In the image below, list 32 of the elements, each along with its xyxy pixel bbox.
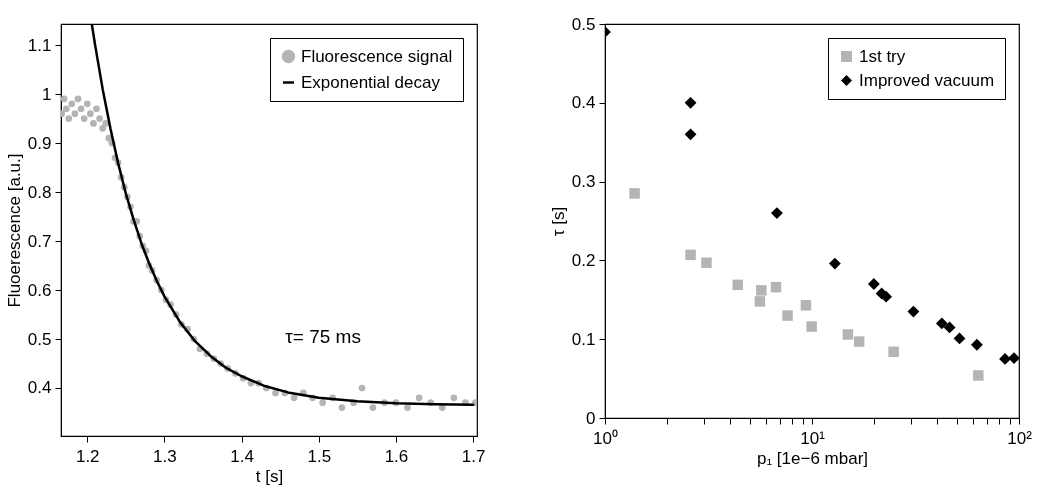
x-tick-label: 1.5: [307, 446, 332, 466]
annotation: τ= 75 ms: [285, 326, 361, 348]
y-tick-label: 0.8: [27, 182, 52, 202]
x-tick-label: 10²: [1007, 428, 1033, 448]
y-tick-label: 1.1: [27, 35, 52, 55]
x-tick-label: 10⁰: [593, 428, 618, 448]
x-tick-label: 1.7: [461, 446, 486, 466]
x-tick-label: 10¹: [800, 428, 826, 448]
y-tick-label: 0.6: [27, 280, 52, 300]
legend-label: Exponential decay: [301, 72, 441, 92]
y-tick-label: 0.7: [27, 231, 52, 251]
x-axis-title: t [s]: [255, 466, 284, 486]
x-tick-label: 1.6: [384, 446, 409, 466]
legend-label: 1st try: [859, 46, 906, 66]
y-tick-label: 0.5: [27, 329, 52, 349]
y-tick-label: 0.2: [571, 250, 596, 270]
y-tick-label: 0.4: [27, 378, 52, 398]
legend-label: Fluorescence signal: [301, 46, 453, 66]
y-tick-label: 0: [586, 408, 596, 428]
y-tick-label: 1: [42, 84, 52, 104]
x-tick-label: 1.2: [75, 446, 100, 466]
y-tick-label: 0.3: [571, 172, 596, 192]
y-tick-label: 0.9: [27, 133, 52, 153]
legend-label: Improved vacuum: [859, 70, 995, 90]
y-tick-label: 0.1: [571, 329, 596, 349]
x-axis-title: p₁ [1e−6 mbar]: [756, 448, 869, 468]
y-tick-label: 0.5: [571, 14, 596, 34]
x-tick-label: 1.4: [230, 446, 254, 466]
y-axis-title: Fluoerescence [a.u.]: [4, 153, 24, 308]
y-tick-label: 0.4: [571, 93, 596, 113]
x-tick-label: 1.3: [153, 446, 177, 466]
y-axis-title: τ [s]: [548, 206, 568, 237]
